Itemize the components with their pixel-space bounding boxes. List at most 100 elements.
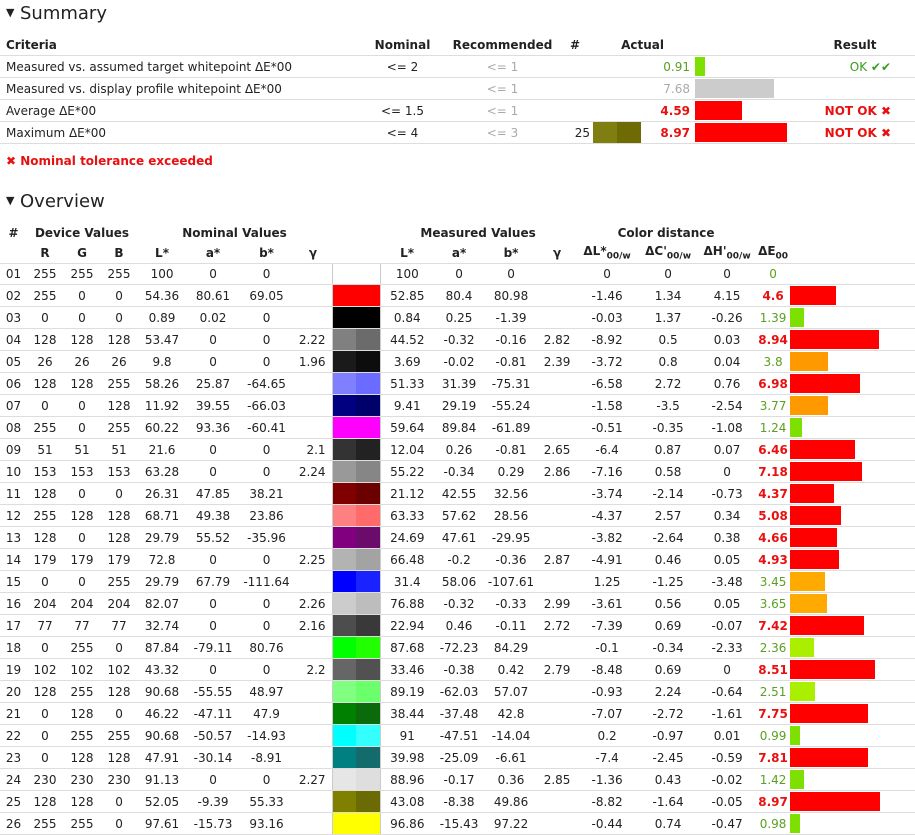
measured-L: 33.46 [380, 658, 435, 681]
delta-C: -0.35 [638, 416, 699, 439]
nominal-gamma [294, 702, 333, 725]
device-G: 128 [63, 328, 101, 351]
device-B: 0 [101, 790, 138, 813]
header-count: # [560, 35, 590, 56]
device-R: 0 [27, 746, 63, 769]
delta-L: -8.82 [576, 790, 639, 813]
delta-E-bar-cell [790, 702, 915, 725]
delta-E: 4.66 [756, 526, 791, 549]
delta-C: 0.46 [638, 548, 699, 571]
overview-row: 09 51 51 51 21.6 0 0 2.1 12.04 0.26 -0.81 2.65 -6.4 0… [0, 438, 915, 461]
delta-H: -2.33 [698, 636, 757, 659]
overview-row: 17 77 77 77 32.74 0 0 2.16 22.94 0.46 -0.11 2.72 -7.… [0, 614, 915, 637]
swatch-cell [590, 121, 650, 144]
delta-E-bar [790, 638, 815, 657]
swatch-cell [331, 416, 381, 439]
delta-L: -7.07 [576, 702, 639, 725]
delta-C: -0.97 [638, 724, 699, 747]
nominal-b: 48.97 [239, 680, 295, 703]
measured-swatch [356, 395, 380, 416]
measured-a: -37.48 [434, 702, 485, 725]
nominal-a: 0 [187, 592, 240, 615]
nominal-a: 25.87 [187, 372, 240, 395]
delta-E: 4.6 [756, 284, 791, 307]
nominal-a: 55.52 [187, 526, 240, 549]
measured-gamma: 2.39 [538, 350, 577, 373]
nominal-b: -35.96 [239, 526, 295, 549]
measured-gamma: 2.87 [538, 548, 577, 571]
summary-toggle[interactable]: ▼ Summary [6, 3, 107, 24]
nominal-swatch [333, 439, 357, 460]
device-G: 128 [63, 746, 101, 769]
measured-a: -47.51 [434, 724, 485, 747]
delta-E-bar [790, 440, 856, 459]
nominal-L: 9.8 [137, 350, 188, 373]
device-G: 230 [63, 768, 101, 791]
delta-E: 5.08 [756, 504, 791, 527]
delta-E: 2.36 [756, 636, 791, 659]
delta-E: 7.42 [756, 614, 791, 637]
delta-L: -7.39 [576, 614, 639, 637]
swatch-cell [331, 394, 381, 417]
measured-swatch [356, 417, 380, 438]
nominal-a: 0 [187, 328, 240, 351]
row-number: 04 [0, 328, 27, 351]
measured-L: 66.48 [380, 548, 435, 571]
measured-b: -14.04 [484, 724, 539, 747]
device-R: 0 [27, 570, 63, 593]
delta-L: -1.58 [576, 394, 639, 417]
nominal-b: 0 [239, 548, 295, 571]
delta-H: -0.07 [698, 614, 757, 637]
count-value [560, 55, 590, 78]
measured-swatch [356, 725, 380, 746]
overview-row: 10 153 153 153 63.28 0 0 2.24 55.22 -0.34 0.29 2.86… [0, 460, 915, 483]
measured-L: 91 [380, 724, 435, 747]
overview-row: 21 0 128 0 46.22 -47.11 47.9 38.44 -37.48 42.8 -7.… [0, 702, 915, 725]
device-G: 128 [63, 702, 101, 725]
measured-gamma [538, 394, 577, 417]
nominal-swatch [333, 549, 357, 570]
swatch-cell [331, 790, 381, 813]
delta-L: 0 [576, 263, 639, 285]
delta-E-bar-cell [790, 394, 915, 417]
actual-bar-cell [695, 55, 796, 78]
row-number: 02 [0, 284, 27, 307]
delta-L: -4.91 [576, 548, 639, 571]
measured-gamma [538, 416, 577, 439]
measured-b: -55.24 [484, 394, 539, 417]
device-B: 255 [101, 263, 138, 285]
measured-gamma: 2.65 [538, 438, 577, 461]
device-B: 255 [101, 416, 138, 439]
nominal-gamma: 2.22 [294, 328, 333, 351]
measured-swatch [356, 769, 380, 790]
device-G: 51 [63, 438, 101, 461]
measured-L: 100 [380, 263, 435, 285]
measured-b: -75.31 [484, 372, 539, 395]
device-G: 255 [63, 680, 101, 703]
device-B: 255 [101, 724, 138, 747]
delta-H: -3.48 [698, 570, 757, 593]
measured-b: -0.81 [484, 350, 539, 373]
overview-row: 14 179 179 179 72.8 0 0 2.25 66.48 -0.2 -0.36 2.87-… [0, 548, 915, 571]
summary-row: Measured vs. assumed target whitepoint Δ… [0, 55, 915, 78]
delta-C: -2.64 [638, 526, 699, 549]
device-R: 128 [27, 680, 63, 703]
delta-L: -0.1 [576, 636, 639, 659]
delta-E: 1.24 [756, 416, 791, 439]
delta-E-bar-cell [790, 768, 915, 791]
delta-C: -1.25 [638, 570, 699, 593]
overview-row: 23 0 128 128 47.91 -30.14 -8.91 39.98 -25.09 -6.6… [0, 746, 915, 769]
measured-gamma: 2.72 [538, 614, 577, 637]
device-G: 0 [63, 526, 101, 549]
summary-row: Average ΔE*00 <= 1.5 <= 1 4.59 NOT OK ✖ [0, 99, 915, 122]
swatch-cell [331, 614, 381, 637]
nominal-b: -64.65 [239, 372, 295, 395]
overview-toggle[interactable]: ▼ Overview [6, 191, 105, 212]
delta-L: -1.46 [576, 284, 639, 307]
row-number: 23 [0, 746, 27, 769]
device-B: 128 [101, 504, 138, 527]
device-G: 0 [63, 570, 101, 593]
nominal-gamma [294, 416, 333, 439]
measured-gamma [538, 526, 577, 549]
measured-swatch [356, 505, 380, 526]
